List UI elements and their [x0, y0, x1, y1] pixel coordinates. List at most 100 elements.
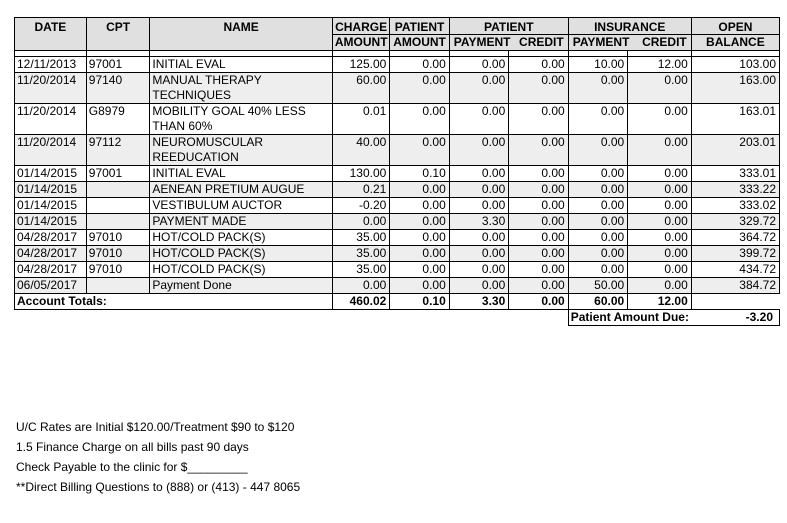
row-date: 04/28/2017	[14, 229, 87, 246]
row-cpt: 97010	[85, 229, 151, 246]
row-insurance-credit: 0.00	[627, 72, 692, 104]
row-patient-payment: 0.00	[448, 72, 510, 104]
row-insurance-payment: 0.00	[567, 245, 629, 262]
patient-amount-due-label: Patient Amount Due:	[567, 309, 692, 326]
table-row: 11/20/2014 97112 NEUROMUSCULAR REEDUCATION…	[14, 134, 781, 166]
row-patient-credit: 0.00	[508, 261, 569, 278]
row-name: HOT/COLD PACK(S)	[149, 245, 333, 262]
row-open-balance: 333.22	[690, 181, 781, 198]
totals-label: Account Totals:	[14, 293, 333, 310]
row-insurance-payment: 0.00	[567, 103, 629, 135]
row-patient-amount: 0.00	[389, 229, 450, 246]
row-open-balance: 399.72	[690, 245, 781, 262]
row-cpt: G8979	[85, 103, 151, 135]
row-open-balance: 333.01	[690, 165, 781, 182]
row-name: INITIAL EVAL	[149, 165, 333, 182]
row-patient-payment: 0.00	[448, 134, 510, 166]
row-name: HOT/COLD PACK(S)	[149, 229, 333, 246]
row-insurance-credit: 0.00	[627, 103, 692, 135]
row-name: VESTIBULUM AUCTOR	[149, 197, 333, 214]
row-date: 04/28/2017	[14, 245, 87, 262]
header-open-bottom: BALANCE	[690, 34, 781, 51]
row-insurance-credit: 0.00	[627, 165, 692, 182]
row-insurance-credit: 0.00	[627, 197, 692, 214]
row-date: 01/14/2015	[14, 165, 87, 182]
row-open-balance: 333.02	[690, 197, 781, 214]
row-date: 11/20/2014	[14, 72, 87, 104]
row-charge: 125.00	[331, 56, 391, 73]
row-date: 06/05/2017	[14, 277, 87, 294]
row-date: 12/11/2013	[14, 56, 87, 73]
row-date: 11/20/2014	[14, 103, 87, 135]
header-insurance-credit: CREDIT	[627, 34, 692, 51]
row-cpt	[85, 213, 151, 230]
header-open-top: OPEN	[690, 17, 781, 35]
row-date: 01/14/2015	[14, 181, 87, 198]
row-patient-payment: 0.00	[448, 197, 510, 214]
row-name: Payment Done	[149, 277, 333, 294]
totals-patient-payment: 3.30	[448, 293, 510, 310]
table-row: 01/14/2015 AENEAN PRETIUM AUGUE 0.21 0.00 0.…	[14, 181, 781, 198]
row-patient-payment: 3.30	[448, 213, 510, 230]
row-insurance-payment: 0.00	[567, 134, 629, 166]
row-cpt: 97010	[85, 261, 151, 278]
row-insurance-payment: 50.00	[567, 277, 629, 294]
row-name: MANUAL THERAPY TECHNIQUES	[149, 72, 333, 104]
row-patient-amount: 0.00	[389, 213, 450, 230]
row-open-balance: 103.00	[690, 56, 781, 73]
row-insurance-payment: 0.00	[567, 229, 629, 246]
note-billing-questions: **Direct Billing Questions to (888) or (…	[16, 480, 301, 494]
row-patient-payment: 0.00	[448, 229, 510, 246]
row-charge: 130.00	[331, 165, 391, 182]
row-patient-payment: 0.00	[448, 165, 510, 182]
row-charge: -0.20	[331, 197, 391, 214]
table-row: 04/28/2017 97010 HOT/COLD PACK(S) 35.00 0.00…	[14, 245, 781, 262]
row-patient-credit: 0.00	[508, 229, 569, 246]
row-name: INITIAL EVAL	[149, 56, 333, 73]
row-patient-credit: 0.00	[508, 181, 569, 198]
row-insurance-credit: 0.00	[627, 229, 692, 246]
row-insurance-credit: 0.00	[627, 181, 692, 198]
row-open-balance: 364.72	[690, 229, 781, 246]
totals-insurance-payment: 60.00	[567, 293, 629, 310]
table-row: 11/20/2014 G8979 MOBILITY GOAL 40% LESS TH…	[14, 103, 781, 135]
note-rates: U/C Rates are Initial $120.00/Treatment …	[16, 420, 295, 434]
patient-due-row: Patient Amount Due: -3.20	[15, 309, 781, 326]
row-open-balance: 329.72	[690, 213, 781, 230]
row-patient-amount: 0.00	[389, 56, 450, 73]
row-open-balance: 163.01	[690, 103, 781, 135]
header-patient-group: PATIENT	[448, 17, 569, 35]
row-cpt	[85, 181, 151, 198]
row-date: 01/14/2015	[14, 213, 87, 230]
row-patient-credit: 0.00	[508, 277, 569, 294]
header-charge-bottom: AMOUNT	[331, 34, 391, 51]
row-cpt	[85, 197, 151, 214]
row-open-balance: 434.72	[690, 261, 781, 278]
row-patient-amount: 0.00	[389, 72, 450, 104]
header-insurance-payment: PAYMENT	[567, 34, 629, 51]
row-insurance-payment: 0.00	[567, 261, 629, 278]
row-insurance-credit: 0.00	[627, 261, 692, 278]
header-patient-amount-bottom: AMOUNT	[389, 34, 450, 51]
row-date: 04/28/2017	[14, 261, 87, 278]
patient-amount-due-value: -3.20	[691, 309, 781, 326]
row-patient-amount: 0.00	[389, 134, 450, 166]
row-patient-payment: 0.00	[448, 245, 510, 262]
table-row: 04/28/2017 97010 HOT/COLD PACK(S) 35.00 0.00…	[14, 261, 781, 278]
totals-patient-amount: 0.10	[389, 293, 450, 310]
row-insurance-payment: 0.00	[567, 197, 629, 214]
table-row: 01/14/2015 97001 INITIAL EVAL 130.00 0.10 0.0…	[14, 165, 781, 182]
row-cpt: 97001	[85, 165, 151, 182]
row-date: 01/14/2015	[14, 197, 87, 214]
row-name: HOT/COLD PACK(S)	[149, 261, 333, 278]
row-patient-payment: 0.00	[448, 261, 510, 278]
row-insurance-payment: 0.00	[567, 181, 629, 198]
row-patient-credit: 0.00	[508, 165, 569, 182]
billing-notes: U/C Rates are Initial $120.00/Treatment …	[16, 417, 300, 497]
row-charge: 0.00	[331, 277, 391, 294]
row-patient-payment: 0.00	[448, 56, 510, 73]
totals-row: Account Totals: 460.02 0.10 3.30 0.00 60…	[14, 293, 780, 310]
row-charge: 0.00	[331, 213, 391, 230]
header-patient-credit: CREDIT	[508, 34, 569, 51]
row-charge: 35.00	[331, 261, 391, 278]
